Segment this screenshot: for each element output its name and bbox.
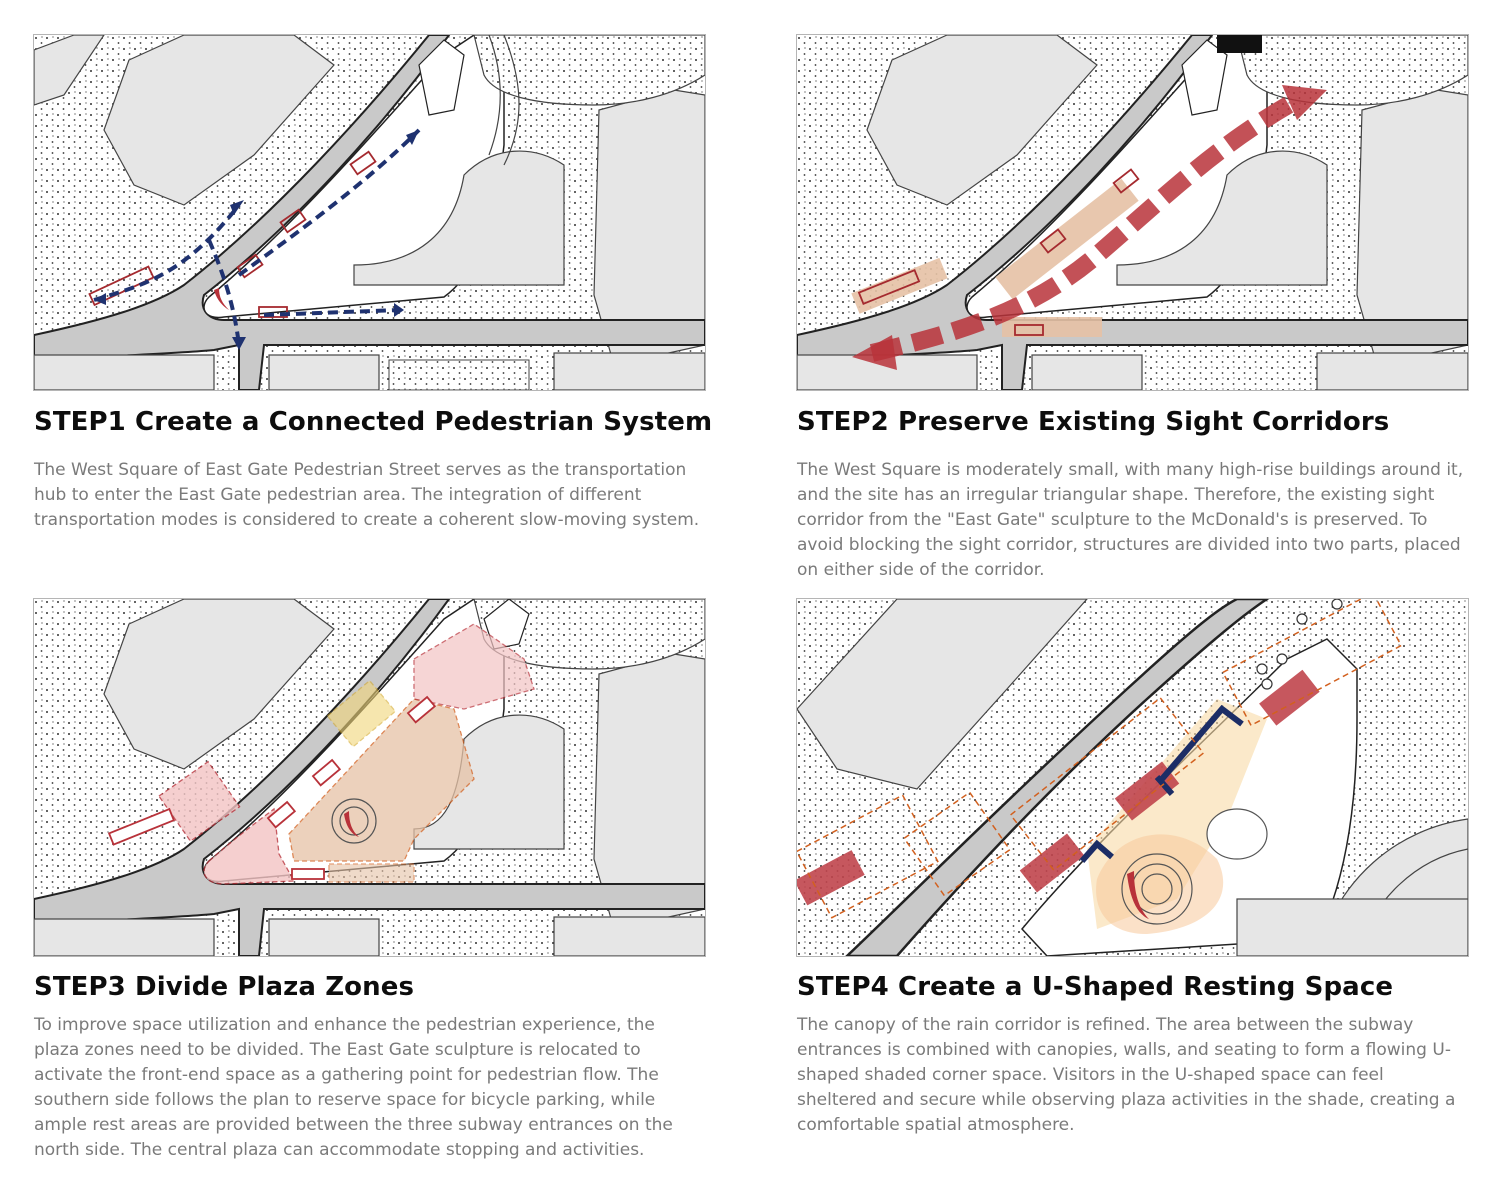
shelter-marker [857,269,921,305]
canopy-block [1019,833,1085,893]
arrowhead [406,130,419,145]
u-shaped-wall [1159,704,1244,781]
planter [1206,808,1268,860]
rest-area-zone [413,623,535,710]
step4-description: The canopy of the rain corridor is refin… [797,1015,1456,1135]
step1-map [33,34,706,391]
shelter-marker [349,150,377,176]
canopy-block [1259,669,1320,726]
building-block [388,359,530,390]
subway-entrance [1181,39,1228,116]
shelter-marker [107,807,176,846]
step4-map [796,598,1469,957]
shelter-marker [266,800,297,829]
step1-title: STEP1 Create a Connected Pedestrian Syst… [34,407,713,437]
central-plaza-zone [288,698,475,862]
sculpture [1127,871,1149,919]
shelter-marker [1039,228,1067,254]
arrowhead [852,335,897,370]
curved-building [1116,150,1328,286]
step2-description: The West Square is moderately small, wit… [797,460,1464,580]
step2-title: STEP2 Preserve Existing Sight Corridors [797,407,1390,437]
arrowhead [394,303,404,317]
shelter-marker [258,306,288,318]
shelter-marker [88,265,155,307]
shelter-marker [291,868,325,880]
building-block [866,35,1098,206]
step3-title: STEP3 Divide Plaza Zones [34,972,415,1002]
structure-zone [995,178,1139,300]
main-road [797,35,1468,390]
main-road [34,35,705,390]
arrowhead [94,293,106,305]
building-block [553,916,705,956]
building-block [103,35,335,206]
arrowhead [230,200,244,215]
sight-corridor-arrow [869,92,1302,362]
step2-map [796,34,1469,391]
structure-zone [1002,317,1102,337]
sculpture [344,811,359,837]
building-block [34,354,215,390]
sculpture-ring [1141,873,1173,905]
building-block [1031,354,1143,390]
building-block [553,352,705,390]
shelter-marker [1014,324,1044,336]
sculpture-ring [331,798,377,844]
arrowhead [232,337,246,350]
canopy-block [797,850,865,906]
arrowhead [1282,85,1327,120]
step3-description: To improve space utilization and enhance… [34,1015,673,1160]
south-parking-zone [328,863,415,883]
u-shaped-wall [1154,775,1175,796]
building-block [1236,898,1468,956]
zone-outline [797,794,939,919]
shelter-marker [279,208,307,234]
bollard [1261,678,1273,690]
zone-outline [1009,696,1205,872]
pedestrian-flow-arrow [93,203,241,302]
bicycle-parking-zone [158,760,241,843]
round-building [473,35,705,106]
bollard [1256,663,1268,675]
sculpture-ring [1121,853,1193,925]
pedestrian-flow-arrow [237,128,421,277]
shelter-marker [1112,168,1140,194]
curved-building [353,150,565,286]
step1-description: The West Square of East Gate Pedestrian … [34,460,700,530]
shelter-marker [311,758,342,787]
bollard [1331,599,1343,610]
pedestrian-flow-arrow [207,239,241,346]
step3-map [33,598,706,957]
building-block [34,918,215,956]
subway-entrance [418,39,465,116]
pedestrian-flow-arrow [263,308,400,317]
sculpture [214,288,229,310]
front-gathering-zone [203,807,296,885]
building-block [268,354,380,390]
yellow-zone [326,679,397,748]
building-block [268,918,380,956]
main-road [845,599,1270,956]
building-block [797,599,1088,790]
building-block [1316,352,1468,390]
step4-title: STEP4 Create a U-Shaped Resting Space [797,972,1394,1002]
u-shaped-wall [1079,839,1114,863]
ring-path [488,35,520,166]
shelter-marker [406,695,437,724]
sculpture-ring [339,806,369,836]
bollard [1276,653,1288,665]
bollard [1296,613,1308,625]
zone-outline [903,791,1011,897]
dark-building [1217,35,1262,53]
building-block [34,35,105,106]
building-block [103,599,335,770]
